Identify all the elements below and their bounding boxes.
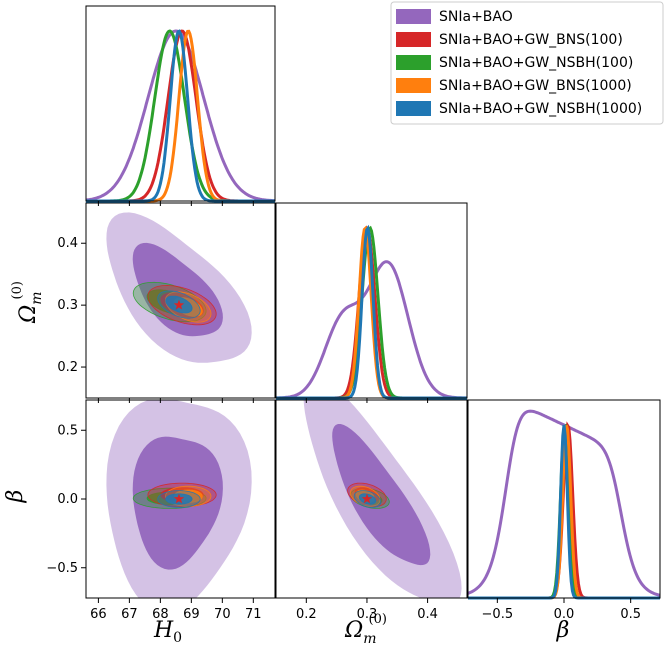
legend-label-3: SNIa+BAO+GW_NSBH(100) [439,55,633,71]
panel-contours [303,400,462,598]
legend-swatch-4 [396,78,431,93]
x-axis-label-H0: H0 [153,618,182,646]
fiducial-marker [173,493,185,504]
y-tick-label: 0.2 [57,360,78,375]
legend-label-4: SNIa+BAO+GW_BNS(1000) [439,78,632,94]
label-H0-main: H [153,618,174,643]
panel-1d-beta [467,409,661,600]
panel-1d-H0 [85,29,276,203]
panel-frame-2-1 [275,399,468,599]
panel-frame-1-0 [85,202,276,399]
pdf-SNIa+BAO+GW_BNS(1000)-beta [468,424,660,600]
x-ticks-H0: 66 67 68 69 70 71 [90,598,262,622]
legend-swatch-5 [396,101,431,116]
x-tick-label: 0.4 [417,607,438,622]
label-Om-y-sub: m [29,291,45,304]
svg-text:H0: H0 [153,618,182,646]
y-tick-label: 0.4 [57,236,78,251]
legend-entry-1: SNIa+BAO [396,9,513,25]
panel-contours [106,212,252,363]
x-tick-label: 69 [183,607,200,622]
x-tick-label: −0.5 [482,607,514,622]
panel-beta-vs-H0 [106,400,252,598]
panel-contours [106,400,252,598]
x-tick-label: 67 [121,607,138,622]
panel-frame-1-1 [275,202,468,399]
fiducial-marker [173,299,185,310]
x-ticks-beta: −0.5 0.0 0.5 [482,598,641,622]
legend-frame [390,1,664,125]
fiducial-marker [361,493,373,504]
legend-entry-3: SNIa+BAO+GW_NSBH(100) [396,55,633,71]
x-ticks-Om: 0.2 0.3 0.4 [296,598,438,622]
label-H0-sub: 0 [173,630,182,646]
label-Om-y-main: Ω [16,305,41,324]
x-tick-label: 68 [152,607,169,622]
y-tick-label: 0.0 [57,492,78,507]
y-tick-label: −0.5 [46,561,78,576]
x-axis-label-Om: Ωm (0) [344,612,387,647]
legend-swatch-3 [396,55,431,70]
label-beta-x: β [556,618,570,643]
y-tick-label: 0.3 [57,298,78,313]
panel-frame-0-0 [85,5,276,202]
legend-swatch-1 [396,9,431,24]
y-axis-label-beta: β [3,490,28,504]
y-axis-label-Om: Ωm (0) [10,281,45,324]
legend-label-2: SNIa+BAO+GW_BNS(100) [439,32,623,48]
legend-entry-4: SNIa+BAO+GW_BNS(1000) [396,78,632,94]
y-ticks-beta: −0.5 0.0 0.5 [46,423,86,576]
label-Om-main: Ω [344,618,363,643]
panel-Om-vs-H0 [106,212,252,363]
x-tick-label: 0.0 [554,607,575,622]
x-tick-label: 71 [245,607,262,622]
legend-label-5: SNIa+BAO+GW_NSBH(1000) [439,101,642,117]
svg-text:Ωm(0): Ωm (0) [10,281,45,324]
x-tick-label: 0.3 [357,607,378,622]
pdf-SNIa+BAO+GW_BNS(100)-H0 [86,29,275,203]
label-Om-sub: m [363,631,376,647]
x-tick-label: 0.5 [620,607,641,622]
x-tick-label: 70 [214,607,231,622]
legend-entry-2: SNIa+BAO+GW_BNS(100) [396,32,623,48]
legend-entry-5: SNIa+BAO+GW_NSBH(1000) [396,101,642,117]
pdf-SNIa+BAO+GW_NSBH(1000)-H0 [86,29,275,203]
panels-layer: 66 67 68 69 70 71 0.2 0.3 0.4 −0.5 0.0 0.5 0.2 0.3 0.4… [46,5,661,622]
legend: SNIa+BAO SNIa+BAO+GW_BNS(100) SNIa+BAO+G… [390,1,664,125]
label-beta-y: β [3,490,28,504]
panel-beta-vs-Om [303,400,462,598]
y-tick-label: 0.5 [57,423,78,438]
svg-text:Ωm(0): Ωm (0) [344,612,387,647]
label-Om-y-sup: (0) [10,281,25,299]
pdf-SNIa+BAO+GW_NSBH(100)-H0 [86,29,275,203]
label-Om-sup: (0) [369,612,387,627]
pdf-SNIa+BAO+GW_BNS(1000)-H0 [86,29,275,203]
x-axis-label-beta: β [556,618,570,643]
y-ticks-Om: 0.2 0.3 0.4 [57,236,86,375]
x-tick-label: 66 [90,607,107,622]
panel-1d-Om [276,224,467,400]
x-tick-label: 0.2 [296,607,317,622]
contour-SNIa+BAO-inner [332,424,431,566]
legend-label-1: SNIa+BAO [439,9,513,25]
legend-swatch-2 [396,32,431,47]
pdf-SNIa+BAO-H0 [85,29,276,203]
